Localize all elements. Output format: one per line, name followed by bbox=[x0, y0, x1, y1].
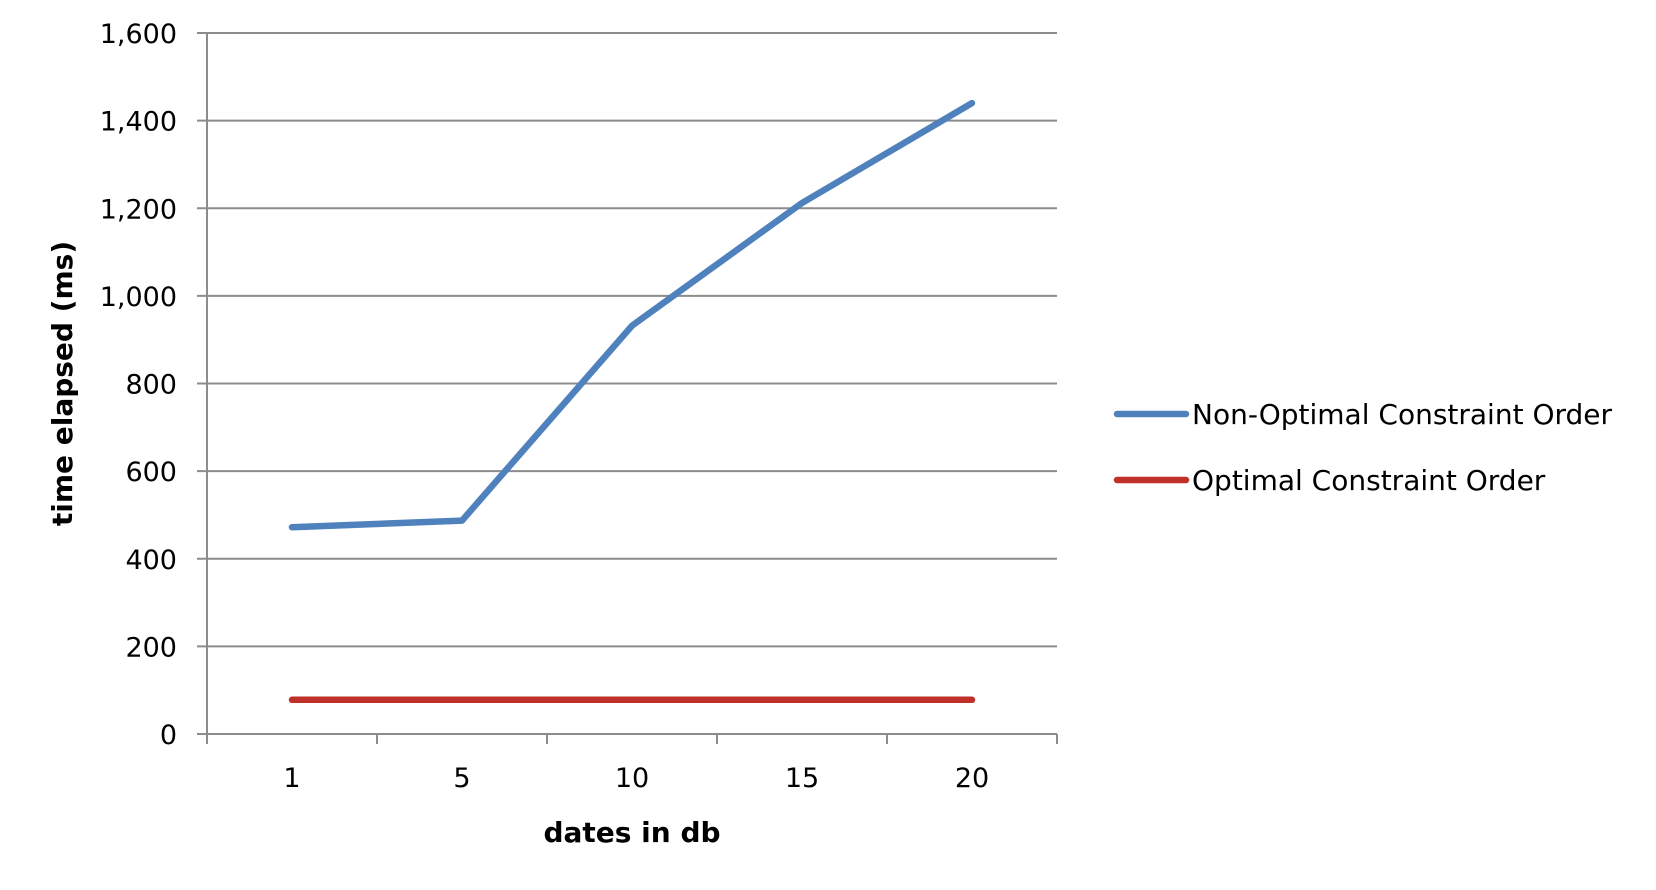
x-axis-title: dates in db bbox=[543, 816, 720, 849]
y-tick-label: 800 bbox=[125, 370, 177, 401]
y-tick-label: 0 bbox=[160, 720, 177, 751]
series-line bbox=[288, 99, 976, 531]
y-tick-label: 1,200 bbox=[100, 194, 177, 225]
x-tick-label: 10 bbox=[615, 763, 649, 794]
legend: Non-Optimal Constraint Order Optimal Cons… bbox=[1113, 398, 1613, 497]
x-tick-label: 1 bbox=[283, 763, 300, 794]
y-tick-label: 1,000 bbox=[100, 282, 177, 313]
gridlines bbox=[207, 32, 1057, 648]
series-lines bbox=[288, 99, 976, 704]
y-axis-title: time elapsed (ms) bbox=[46, 241, 79, 526]
x-tick-label: 15 bbox=[785, 763, 819, 794]
y-tick-label: 1,400 bbox=[100, 107, 177, 138]
legend-label: Optimal Constraint Order bbox=[1192, 464, 1546, 497]
axes bbox=[197, 32, 1058, 744]
y-tick-label: 200 bbox=[125, 632, 177, 663]
legend-label: Non-Optimal Constraint Order bbox=[1192, 398, 1613, 431]
y-tick-label: 1,600 bbox=[100, 19, 177, 50]
y-tick-label: 600 bbox=[125, 457, 177, 488]
x-tick-label: 5 bbox=[453, 763, 470, 794]
y-tick-label: 400 bbox=[125, 545, 177, 576]
x-tick-label: 20 bbox=[955, 763, 989, 794]
